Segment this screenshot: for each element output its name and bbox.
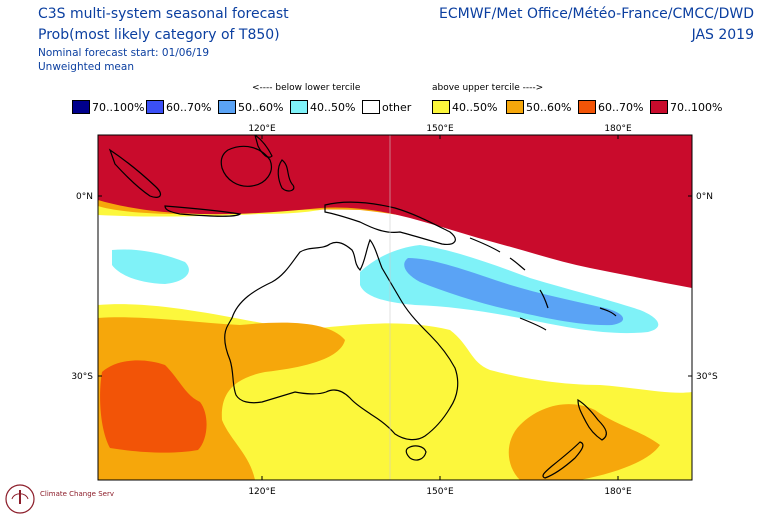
legend-swatch bbox=[650, 100, 668, 114]
legend-label: 50..60% bbox=[526, 100, 572, 114]
forecast-start: Nominal forecast start: 01/06/19 bbox=[38, 47, 210, 59]
legend-label: 40..50% bbox=[452, 100, 498, 114]
agencies-label: ECMWF/Met Office/Météo-France/CMCC/DWD bbox=[439, 6, 754, 22]
lat-tick-left: 0°N bbox=[76, 192, 93, 202]
legend-item: 40..50% bbox=[290, 98, 355, 116]
lon-tick-top: 180°E bbox=[604, 124, 632, 134]
legend-swatch bbox=[218, 100, 236, 114]
legend-item: 70..100% bbox=[72, 98, 144, 116]
legend-item: 70..100% bbox=[650, 98, 722, 116]
lon-tick-top: 120°E bbox=[248, 124, 276, 134]
season-label: JAS 2019 bbox=[691, 27, 754, 43]
field-above-70-100 bbox=[98, 135, 692, 288]
coastline-australia bbox=[224, 238, 459, 441]
coastline-solomons bbox=[469, 237, 526, 271]
coastline-sulawesi bbox=[277, 159, 295, 192]
field-below-40-50-west bbox=[112, 249, 189, 284]
legend-swatch bbox=[432, 100, 450, 114]
legend-swatch bbox=[362, 100, 380, 114]
coastline-sumatra bbox=[108, 148, 162, 198]
coastline-java bbox=[164, 205, 242, 217]
legend-item: 40..50% bbox=[432, 98, 497, 116]
coastline-fiji bbox=[599, 307, 617, 317]
legend: 70..100% 60..70% 50..60% 40..50% other 4… bbox=[72, 98, 722, 116]
c3s-logo-icon: Climate Change Service bbox=[5, 484, 114, 514]
legend-swatch bbox=[506, 100, 524, 114]
legend-label: 70..100% bbox=[92, 100, 145, 114]
title-line-1: C3S multi-system seasonal forecast bbox=[38, 6, 289, 22]
legend-item: 60..70% bbox=[146, 98, 211, 116]
lon-tick-top: 150°E bbox=[426, 124, 454, 134]
legend-label: 40..50% bbox=[310, 100, 356, 114]
legend-label: 60..70% bbox=[598, 100, 644, 114]
legend-label: 50..60% bbox=[238, 100, 284, 114]
coastline-vanuatu bbox=[539, 289, 549, 309]
tick-marks bbox=[98, 135, 692, 480]
legend-swatch bbox=[146, 100, 164, 114]
lat-tick-right: 0°N bbox=[696, 192, 713, 202]
field-below-50-60 bbox=[404, 258, 624, 326]
legend-label: other bbox=[382, 100, 412, 114]
legend-label: 60..70% bbox=[166, 100, 212, 114]
weighting-note: Unweighted mean bbox=[38, 61, 134, 73]
legend-item: other bbox=[362, 98, 411, 116]
title-line-2: Prob(most likely category of T850) bbox=[38, 27, 280, 43]
field-above-50-60-east bbox=[508, 404, 660, 480]
lon-tick-bottom: 120°E bbox=[248, 487, 276, 497]
logo-text: Climate Change Service bbox=[40, 490, 114, 498]
legend-below-tercile-label: <---- below lower tercile bbox=[252, 83, 361, 93]
legend-above-tercile-label: above upper tercile ----> bbox=[432, 83, 544, 93]
coastline-nz-north bbox=[577, 398, 607, 441]
coastlines bbox=[108, 135, 617, 479]
coastline-new-guinea bbox=[324, 201, 456, 245]
coastline-philippines bbox=[254, 135, 273, 158]
legend-item: 60..70% bbox=[578, 98, 643, 116]
probability-field bbox=[98, 135, 692, 480]
legend-swatch bbox=[290, 100, 308, 114]
field-above-60-70 bbox=[100, 360, 207, 453]
lon-tick-bottom: 180°E bbox=[604, 487, 632, 497]
legend-item: 50..60% bbox=[218, 98, 283, 116]
coastline-tasmania bbox=[405, 445, 427, 461]
coastline-nz-south bbox=[542, 441, 584, 479]
legend-label: 70..100% bbox=[670, 100, 723, 114]
map-frame bbox=[97, 134, 693, 481]
lon-tick-bottom: 150°E bbox=[426, 487, 454, 497]
lat-tick-left: 30°S bbox=[71, 372, 93, 382]
coastline-new-caledonia bbox=[519, 317, 547, 331]
legend-item: 50..60% bbox=[506, 98, 571, 116]
lat-tick-right: 30°S bbox=[696, 372, 718, 382]
legend-swatch bbox=[578, 100, 596, 114]
legend-swatch bbox=[72, 100, 90, 114]
